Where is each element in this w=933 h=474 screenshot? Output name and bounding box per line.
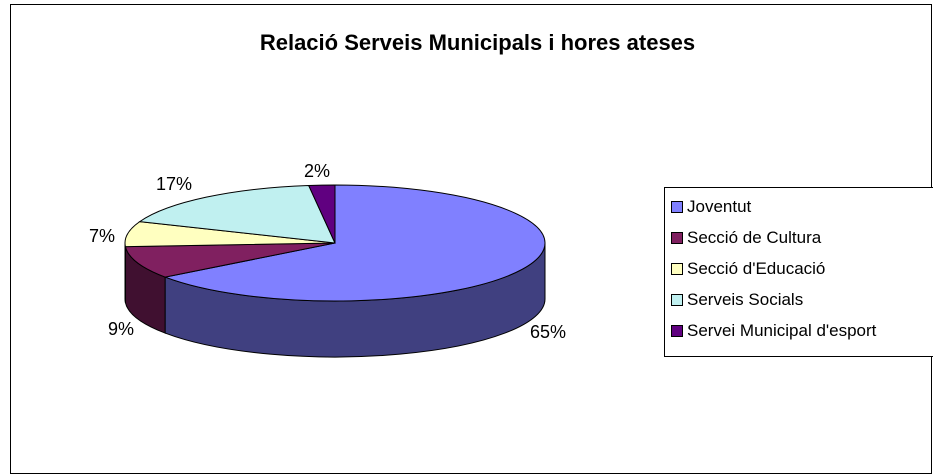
legend-label-3: Serveis Socials bbox=[687, 290, 803, 310]
legend-label-0: Joventut bbox=[687, 197, 751, 217]
data-label-2: 7% bbox=[89, 226, 115, 246]
legend-swatch-4 bbox=[671, 325, 683, 337]
legend-label-1: Secció de Cultura bbox=[687, 228, 821, 248]
legend-swatch-0 bbox=[671, 201, 683, 213]
legend-swatch-3 bbox=[671, 294, 683, 306]
legend-label-2: Secció d'Educació bbox=[687, 259, 825, 279]
data-label-4: 2% bbox=[304, 161, 330, 181]
legend: Joventut Secció de Cultura Secció d'Educac… bbox=[664, 187, 933, 357]
legend-item-2: Secció d'Educació bbox=[671, 259, 825, 279]
legend-swatch-2 bbox=[671, 263, 683, 275]
data-label-1: 9% bbox=[108, 319, 134, 339]
legend-item-4: Servei Municipal d'esport bbox=[671, 321, 876, 341]
legend-label-4: Servei Municipal d'esport bbox=[687, 321, 876, 341]
legend-item-1: Secció de Cultura bbox=[671, 228, 821, 248]
legend-swatch-1 bbox=[671, 232, 683, 244]
data-label-3: 17% bbox=[156, 174, 192, 194]
legend-item-3: Serveis Socials bbox=[671, 290, 803, 310]
data-label-0: 65% bbox=[530, 322, 566, 342]
legend-item-0: Joventut bbox=[671, 197, 751, 217]
